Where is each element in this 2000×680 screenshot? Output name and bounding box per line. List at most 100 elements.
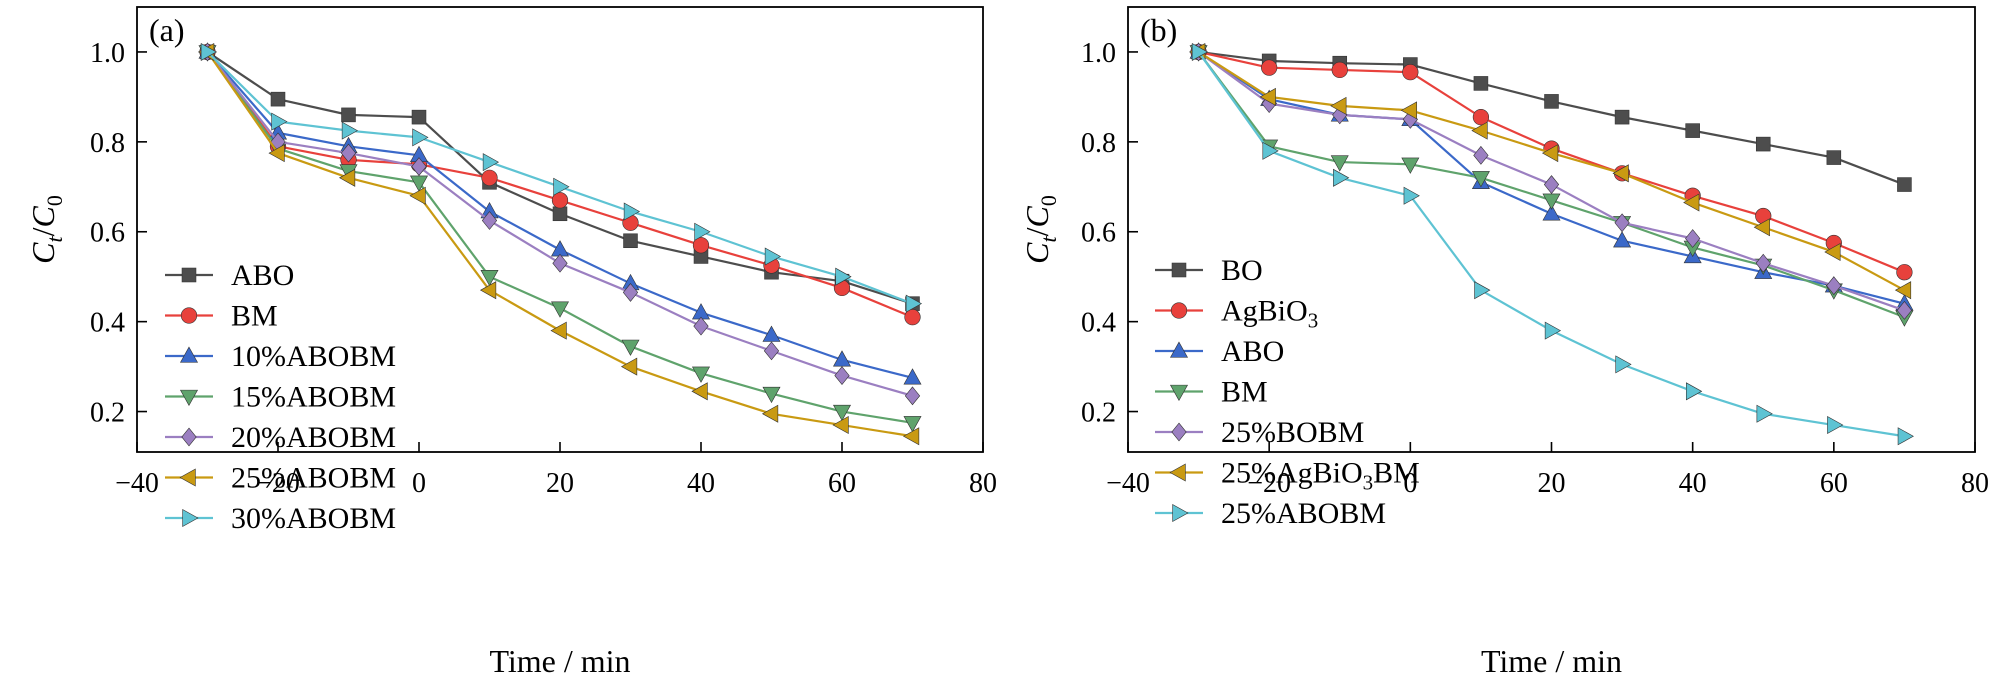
series-6 (1191, 42, 1914, 446)
legend-label-name: 25%AgBiO (1221, 457, 1363, 490)
legend-item: AgBiO3 (1155, 295, 1318, 333)
x-tick-label: 60 (1820, 468, 1848, 499)
x-tick-label: 80 (969, 468, 997, 499)
data-point (691, 303, 711, 320)
data-point (1544, 321, 1562, 340)
data-point (1614, 213, 1630, 233)
data-point (835, 267, 852, 286)
data-point (1613, 231, 1632, 248)
data-point (1401, 157, 1420, 174)
x-tick-label: −20 (256, 468, 300, 499)
legend-item: 25%ABOBM (1155, 497, 1386, 530)
x-tick-label: 0 (1403, 468, 1417, 499)
y-tick-label: 0.6 (1081, 218, 1116, 249)
series-4 (1190, 42, 1913, 320)
series-6 (200, 42, 923, 313)
x-tick-label: −40 (1106, 468, 1150, 499)
legend-label: 10%ABOBM (231, 340, 396, 373)
y-tick-label: 0.6 (90, 218, 125, 249)
data-point (552, 253, 568, 273)
data-point (622, 283, 639, 302)
data-point (341, 107, 356, 123)
x-tick-label: −20 (1247, 468, 1291, 499)
data-point (1403, 186, 1420, 205)
data-point (552, 206, 568, 222)
legend-marker (1169, 384, 1189, 402)
y-axis-label-part: C (1019, 205, 1055, 227)
series-4 (199, 42, 921, 406)
data-point (1331, 61, 1348, 79)
series-3 (198, 45, 922, 433)
data-point (1473, 145, 1489, 165)
legend-label-name: AgBiO (1221, 295, 1308, 328)
legend-marker (182, 508, 199, 528)
data-point (1259, 87, 1276, 106)
data-point (1542, 204, 1561, 221)
data-point (1543, 175, 1560, 194)
data-point (762, 386, 781, 404)
legend-label-name: 20%ABOBM (231, 421, 396, 454)
series-line (1197, 51, 1905, 292)
legend-marker (1171, 422, 1187, 442)
legend-label-name: 15%ABOBM (231, 381, 396, 414)
data-point (623, 233, 638, 249)
data-point (1402, 64, 1419, 81)
y-tick-label: 0.4 (1081, 308, 1116, 339)
data-point (1544, 94, 1559, 109)
legend-item: ABO (1155, 335, 1284, 368)
panel-label: (a) (149, 12, 185, 48)
data-point (409, 186, 426, 205)
legend-label: ABO (1221, 335, 1284, 368)
data-point (1897, 427, 1914, 446)
data-point (340, 143, 357, 163)
legend-label-name: ABO (231, 259, 294, 292)
data-point (1824, 242, 1841, 261)
legend-marker (1170, 302, 1188, 319)
legend-marker (179, 389, 199, 407)
data-point (479, 281, 497, 300)
data-point (1473, 76, 1489, 91)
y-axis-label-part: C (1019, 242, 1055, 264)
data-point (1191, 42, 1209, 61)
data-point (550, 301, 570, 318)
data-point (1333, 168, 1350, 187)
data-point (550, 321, 567, 340)
legend-label: 30%ABOBM (231, 502, 396, 535)
data-point (905, 294, 923, 313)
legend-label: AgBiO3 (1221, 295, 1318, 333)
data-point (200, 42, 218, 61)
data-point (271, 112, 288, 131)
data-point (553, 177, 570, 196)
data-point (763, 341, 780, 361)
panel-label: (b) (1140, 12, 1177, 48)
legend-label: BM (1221, 376, 1268, 409)
data-point (551, 192, 569, 209)
data-point (834, 366, 850, 385)
x-tick-label: 0 (412, 468, 426, 499)
y-tick-label: 1.0 (90, 38, 125, 69)
chart-panel-b: −40 −20 0 20 40 60 80 0.2 0.4 0.6 0.8 1.0 Time / min… (1019, 6, 1989, 679)
data-point (904, 386, 921, 406)
data-point (1615, 355, 1632, 374)
legend-item: 10%ABOBM (165, 340, 396, 373)
data-point (550, 240, 570, 257)
data-point (1330, 155, 1349, 172)
x-tick-label: 40 (1679, 468, 1707, 499)
legend-marker (1171, 262, 1187, 278)
data-point (1612, 164, 1629, 183)
x-tick-label: 60 (828, 468, 856, 499)
legend: ABO BM 10%ABOBM 15%ABOBM 20%ABOBM 25%ABOBM 30%… (165, 259, 396, 535)
legend-item: 25%ABOBM (165, 462, 396, 495)
legend-label: BO (1221, 254, 1263, 287)
legend-label-name: 25%ABOBM (1221, 497, 1386, 530)
legend-label-name: BM (1221, 376, 1268, 409)
y-axis-label: Ct/C0 (1019, 195, 1061, 264)
data-point (480, 270, 499, 287)
legend-label-name: BM (231, 300, 278, 333)
data-point (1261, 59, 1278, 76)
data-point (623, 202, 641, 221)
y-axis-label-part: / (25, 227, 61, 236)
data-point (1262, 141, 1279, 160)
data-point (832, 404, 852, 422)
